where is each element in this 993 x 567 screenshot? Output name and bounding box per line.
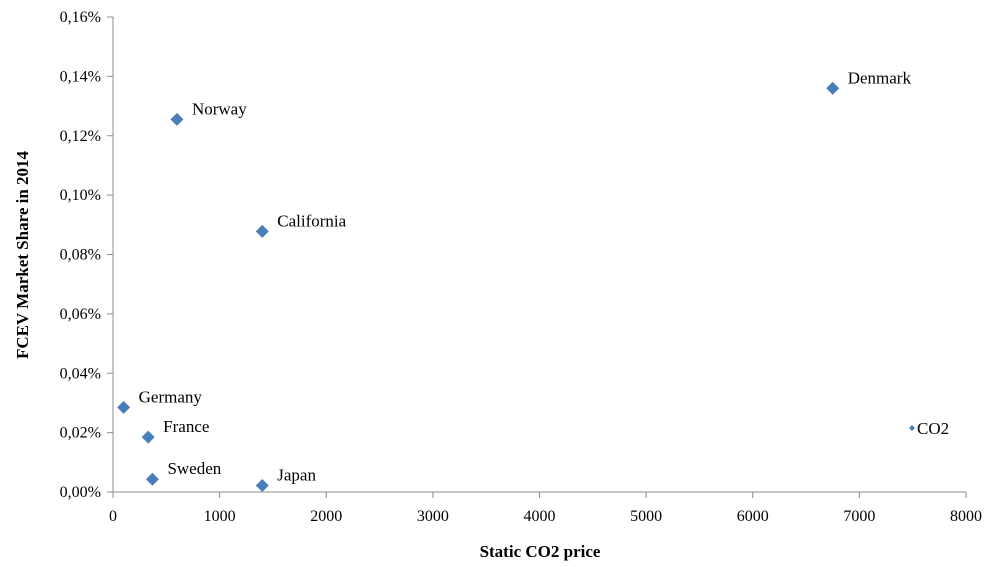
data-point-sweden <box>145 472 159 486</box>
x-axis-title: Static CO2 price <box>480 542 601 561</box>
y-tick-label: 0,02% <box>60 425 101 442</box>
y-tick-label: 0,10% <box>60 187 101 204</box>
x-tick-label: 8000 <box>950 508 982 525</box>
data-point-california <box>255 224 269 238</box>
point-label-california: California <box>277 211 346 230</box>
data-point-denmark <box>826 81 840 95</box>
x-axis: 0 1000 2000 3000 4000 5000 6000 7000 8000 <box>109 491 982 525</box>
y-tick-label: 0,16% <box>60 9 101 26</box>
data-points: Norway Denmark California Germany France Swed… <box>117 68 911 492</box>
x-tick-label: 1000 <box>204 508 236 525</box>
point-label-japan: Japan <box>277 465 316 484</box>
y-tick-label: 0,00% <box>60 484 101 501</box>
legend-label: CO2 <box>917 419 949 438</box>
y-axis: 0,00% 0,02% 0,04% 0,06% 0,08% 0,10% 0,12% 0,14%… <box>60 9 114 501</box>
y-tick-label: 0,14% <box>60 68 101 85</box>
legend: CO2 <box>909 419 949 438</box>
point-label-germany: Germany <box>139 387 203 406</box>
x-tick-label: 4000 <box>524 508 556 525</box>
data-point-germany <box>117 400 131 414</box>
y-tick-label: 0,06% <box>60 306 101 323</box>
data-point-norway <box>170 112 184 126</box>
y-tick-label: 0,08% <box>60 247 101 264</box>
x-tick-label: 2000 <box>310 508 342 525</box>
y-tick-label: 0,12% <box>60 128 101 145</box>
legend-marker <box>909 425 915 431</box>
data-point-france <box>141 430 155 444</box>
x-tick-label: 6000 <box>737 508 769 525</box>
point-label-norway: Norway <box>192 99 247 118</box>
x-tick-label: 7000 <box>843 508 875 525</box>
y-tick-label: 0,04% <box>60 365 101 382</box>
y-axis-title: FCEV Market Share in 2014 <box>13 150 32 359</box>
x-tick-label: 0 <box>109 508 117 525</box>
point-label-denmark: Denmark <box>848 68 912 87</box>
data-point-japan <box>255 478 269 492</box>
x-tick-label: 3000 <box>417 508 449 525</box>
point-label-france: France <box>163 417 209 436</box>
x-tick-label: 5000 <box>630 508 662 525</box>
point-label-sweden: Sweden <box>167 459 221 478</box>
